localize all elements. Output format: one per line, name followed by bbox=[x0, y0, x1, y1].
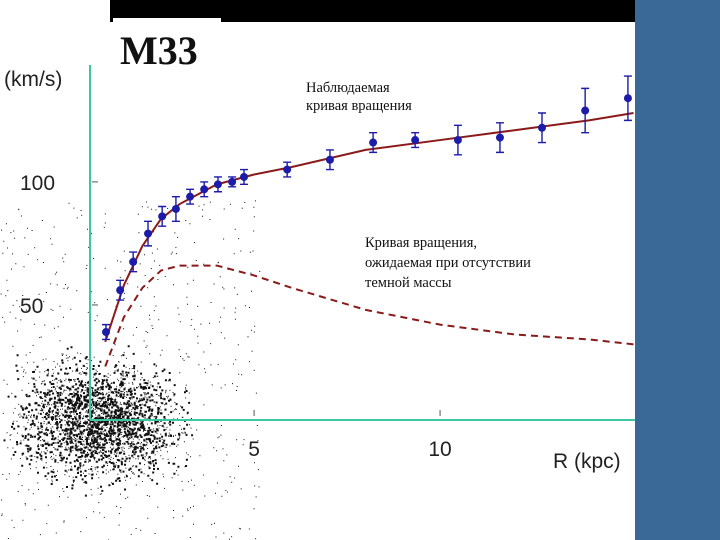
annotation: кривая вращения bbox=[306, 98, 412, 114]
top-bar bbox=[110, 0, 635, 22]
y-tick-label: 50 bbox=[20, 295, 43, 318]
data-point bbox=[171, 204, 180, 213]
annotation: ожидаемая при отсутствии bbox=[365, 255, 531, 271]
data-point bbox=[325, 155, 334, 164]
data-point bbox=[411, 136, 420, 145]
annotation: темной массы bbox=[365, 275, 452, 291]
x-tick-label: 10 bbox=[428, 438, 451, 461]
side-panel bbox=[635, 0, 720, 540]
data-point bbox=[101, 328, 110, 337]
data-point bbox=[228, 177, 237, 186]
data-point bbox=[186, 192, 195, 201]
x-axis-label: R (kpc) bbox=[553, 450, 621, 473]
annotation: Наблюдаемая bbox=[306, 80, 390, 96]
curve bbox=[104, 112, 634, 343]
chart-title: M33 bbox=[120, 28, 198, 73]
data-point bbox=[623, 94, 632, 103]
data-point bbox=[213, 180, 222, 189]
y-tick-label: 100 bbox=[20, 172, 55, 195]
data-point bbox=[453, 136, 462, 145]
x-tick-label: 5 bbox=[248, 438, 260, 461]
curve bbox=[104, 264, 634, 367]
data-point bbox=[369, 138, 378, 147]
data-point bbox=[129, 257, 138, 266]
data-point bbox=[144, 229, 153, 238]
data-point bbox=[158, 212, 167, 221]
data-point bbox=[537, 123, 546, 132]
title-box bbox=[113, 18, 221, 74]
data-point bbox=[240, 172, 249, 181]
y-axis-label: (km/s) bbox=[4, 68, 62, 91]
data-point bbox=[283, 165, 292, 174]
annotation: Кривая вращения, bbox=[365, 235, 477, 251]
data-point bbox=[581, 106, 590, 115]
data-point bbox=[200, 185, 209, 194]
data-point bbox=[495, 133, 504, 142]
data-point bbox=[116, 286, 125, 295]
